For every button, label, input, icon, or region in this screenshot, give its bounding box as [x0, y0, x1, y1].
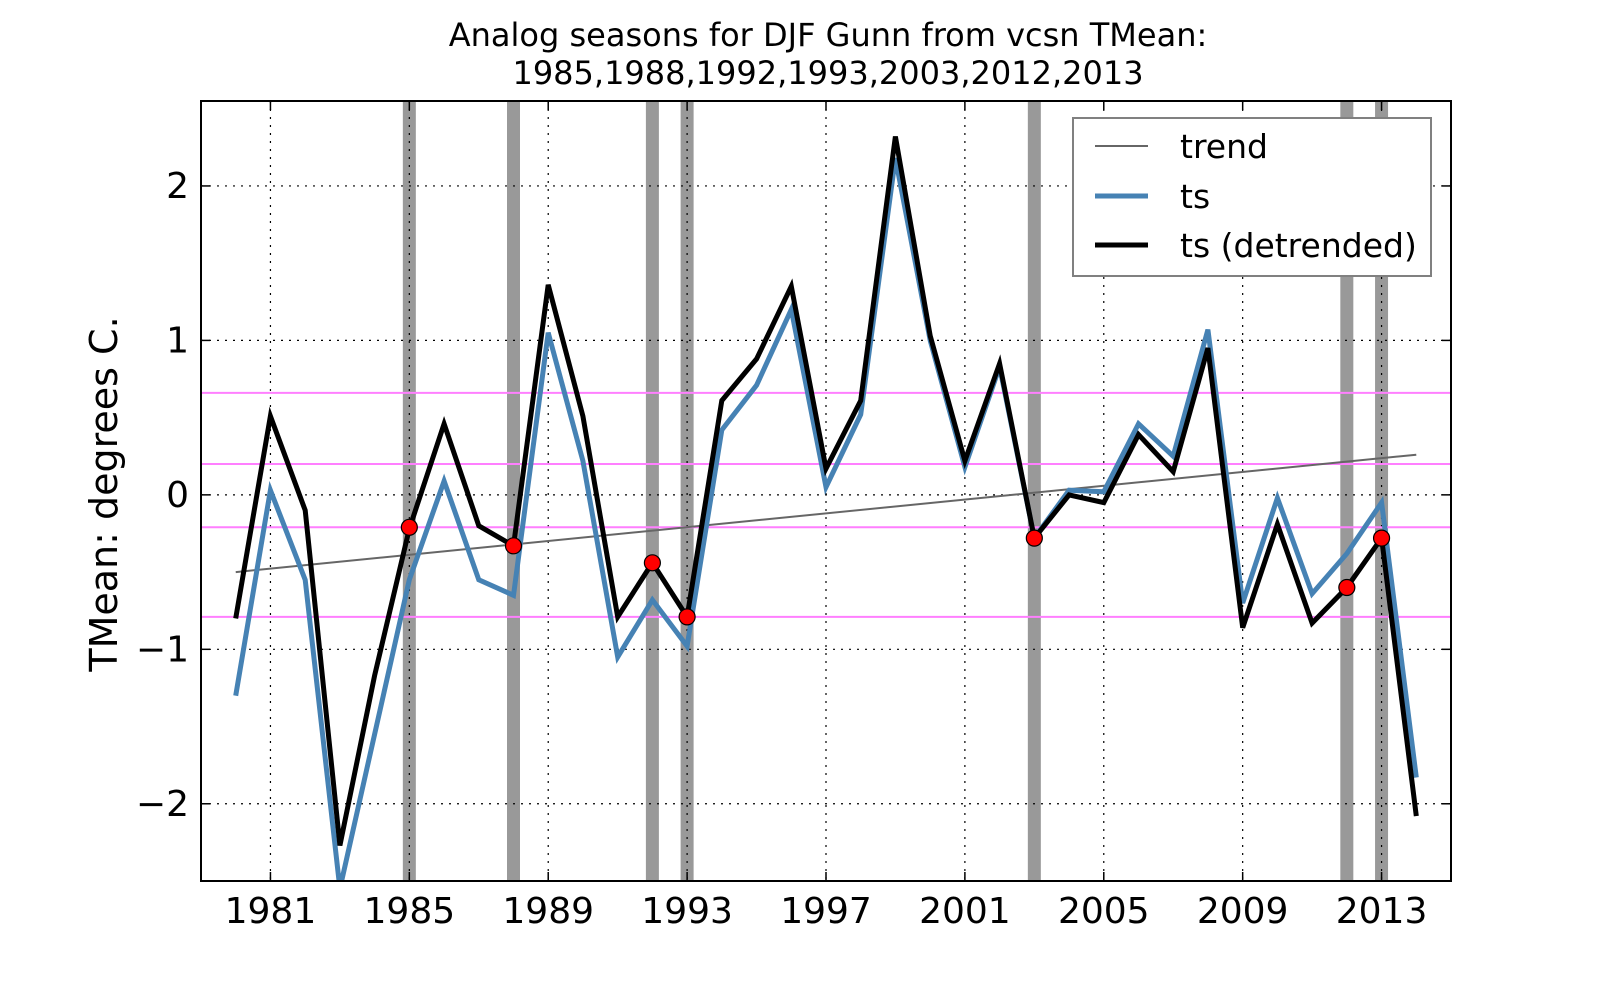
- analog-marker: [1025, 529, 1043, 547]
- y-tick-label: 2: [166, 166, 189, 207]
- x-tick-label: 1981: [225, 891, 317, 932]
- y-axis-label: TMean: degrees C.: [82, 316, 126, 672]
- x-tick-label: 2013: [1336, 891, 1428, 932]
- legend: trend ts ts (detrended): [1072, 117, 1432, 277]
- y-tick-label: 1: [166, 320, 189, 361]
- analog-marker: [1372, 529, 1391, 547]
- analog-marker: [678, 608, 696, 626]
- analog-marker: [643, 554, 661, 572]
- y-tick-label: −2: [136, 784, 189, 825]
- legend-label: ts (detrended): [1180, 226, 1417, 265]
- x-tick-label: 2009: [1197, 891, 1289, 932]
- ts-line: [233, 157, 1419, 881]
- x-tick-label: 1989: [502, 891, 594, 932]
- legend-label: ts: [1180, 177, 1210, 216]
- x-tick-label: 2001: [919, 891, 1011, 932]
- analog-marker: [400, 518, 418, 536]
- chart-title-line2: 1985,1988,1992,1993,2003,2012,2013: [512, 54, 1143, 92]
- x-tick-label: 1985: [364, 891, 456, 932]
- analog-marker: [1338, 578, 1356, 597]
- trend-line: [235, 453, 1417, 574]
- y-tick-label: −1: [136, 629, 189, 670]
- legend-label: trend: [1180, 127, 1268, 166]
- ts-detrended-line: [233, 136, 1419, 847]
- analog-marker: [504, 537, 523, 555]
- y-tick-label: 0: [166, 475, 189, 516]
- x-tick-label: 1997: [780, 891, 872, 932]
- x-tick-label: 2005: [1058, 891, 1150, 932]
- x-tick-label: 1993: [641, 891, 733, 932]
- chart-title-line1: Analog seasons for DJF Gunn from vcsn TM…: [449, 16, 1208, 54]
